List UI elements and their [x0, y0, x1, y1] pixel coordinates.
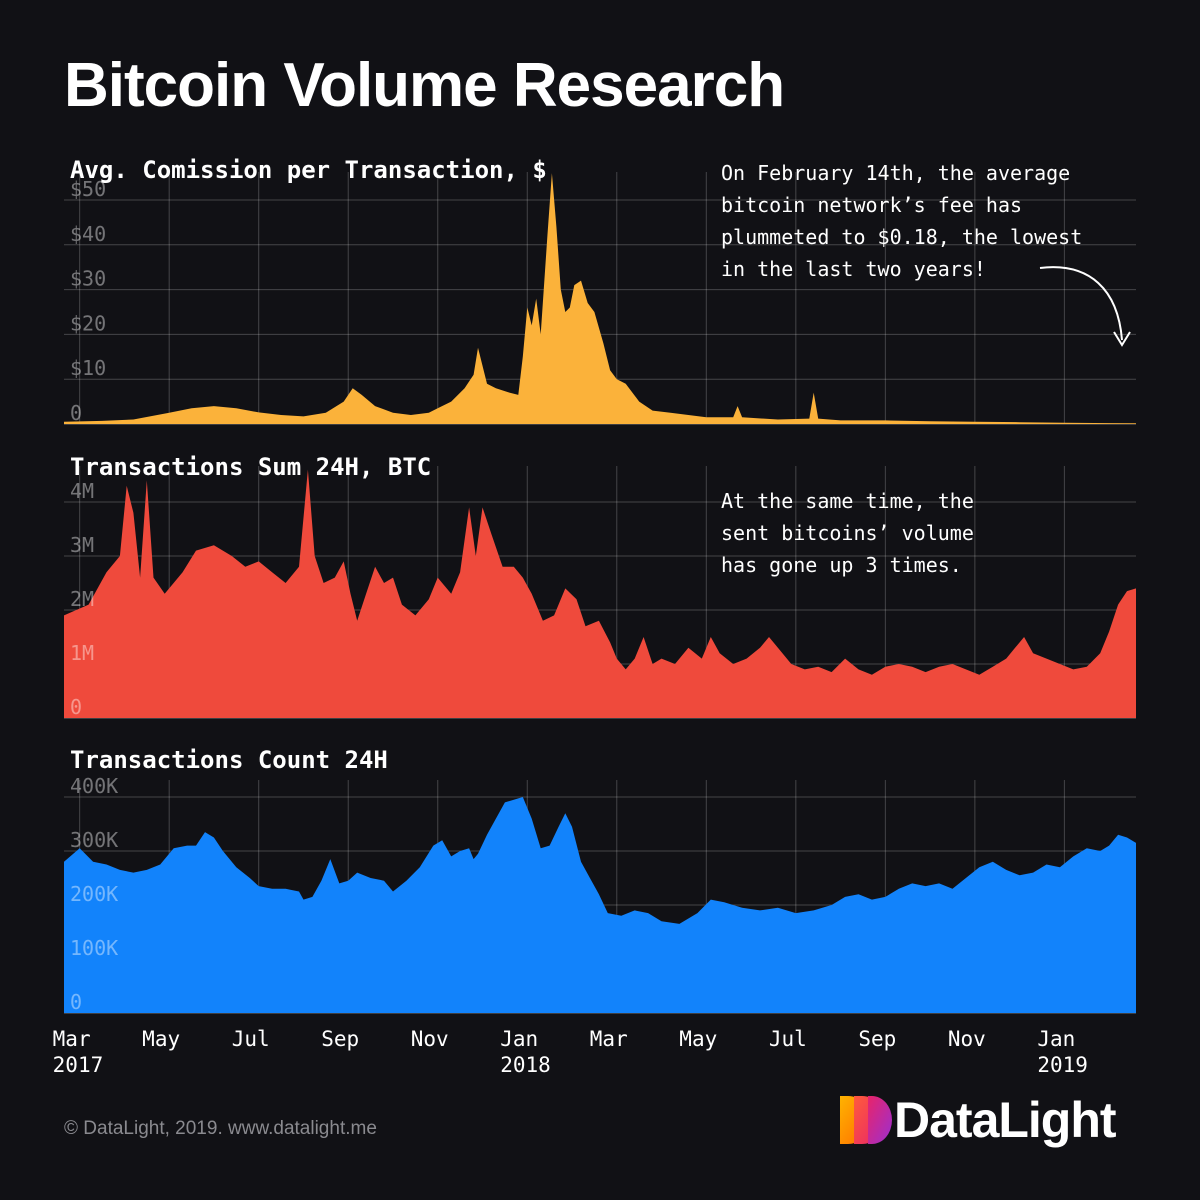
x-tick-label: Jul	[769, 1027, 807, 1051]
x-tick-label: Jul	[232, 1027, 270, 1051]
volume-y-tick-label: 1M	[70, 641, 94, 665]
count-y-tick-label: 400K	[70, 774, 118, 798]
annotation-arrow-head	[1113, 331, 1131, 347]
volume-y-tick-label: 2M	[70, 587, 94, 611]
x-tick-label: Mar	[53, 1027, 91, 1051]
commission-y-tick-label: $40	[70, 222, 106, 246]
count-y-tick-label: 0	[70, 990, 82, 1014]
x-tick-label: Sep	[321, 1027, 359, 1051]
x-tick-label: Mar	[590, 1027, 628, 1051]
volume-panel-title: Transactions Sum 24H, BTC	[70, 453, 431, 481]
x-tick-label: Sep	[858, 1027, 896, 1051]
volume-y-tick-label: 4M	[70, 479, 94, 503]
x-tick-label: May	[142, 1027, 180, 1051]
count-y-tick-label: 100K	[70, 936, 118, 960]
volume-annotation-line: has gone up 3 times.	[721, 553, 962, 577]
x-tick-label: Nov	[948, 1027, 986, 1051]
commission-y-tick-label: $50	[70, 177, 106, 201]
datalight-logo-icon	[840, 1096, 892, 1144]
count-y-tick-label: 200K	[70, 882, 118, 906]
x-tick-label: May	[679, 1027, 717, 1051]
x-tick-year-label: 2017	[53, 1053, 104, 1077]
commission-annotation-line: On February 14th, the average	[721, 161, 1070, 185]
count-panel-title: Transactions Count 24H	[70, 746, 388, 774]
commission-area	[64, 173, 1136, 424]
count-y-tick-label: 300K	[70, 828, 118, 852]
x-tick-year-label: 2019	[1037, 1053, 1088, 1077]
datalight-logo[interactable]: DataLight	[838, 1090, 1148, 1150]
annotation-arrow	[1039, 266, 1131, 347]
x-tick-year-label: 2018	[500, 1053, 551, 1077]
x-tick-label: Nov	[411, 1027, 449, 1051]
commission-panel-title: Avg. Comission per Transaction, $	[70, 156, 547, 184]
count-area	[64, 797, 1136, 1013]
commission-annotation-line: bitcoin network’s fee has	[721, 193, 1022, 217]
volume-annotation-line: sent bitcoins’ volume	[721, 521, 974, 545]
x-tick-label: Jan	[1037, 1027, 1075, 1051]
page-title: Bitcoin Volume Research	[64, 51, 785, 120]
commission-annotation-line: in the last two years!	[721, 257, 986, 281]
volume-y-tick-label: 0	[70, 695, 82, 719]
commission-annotation-line: plummeted to $0.18, the lowest	[721, 225, 1082, 249]
commission-y-tick-label: 0	[70, 401, 82, 425]
volume-annotation-line: At the same time, the	[721, 489, 974, 513]
volume-area	[64, 469, 1136, 718]
commission-y-tick-label: $20	[70, 311, 106, 335]
x-tick-label: Jan	[500, 1027, 538, 1051]
commission-y-tick-label: $30	[70, 267, 106, 291]
annotation-arrow-line	[1039, 266, 1123, 341]
volume-y-tick-label: 3M	[70, 533, 94, 557]
copyright-footer: © DataLight, 2019. www.datalight.me	[64, 1118, 377, 1139]
datalight-logo-text: DataLight	[894, 1092, 1117, 1148]
commission-y-tick-label: $10	[70, 356, 106, 380]
